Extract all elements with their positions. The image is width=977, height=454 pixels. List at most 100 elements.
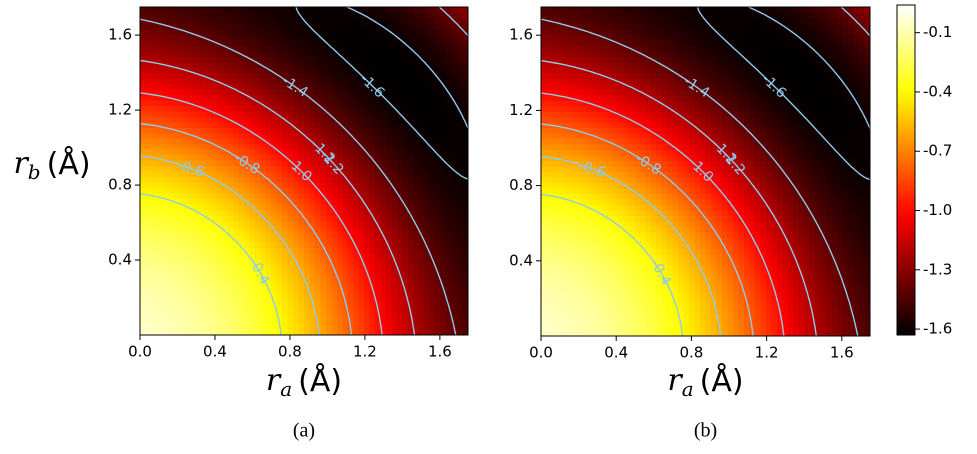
heatmap-cell: [249, 138, 255, 144]
heatmap-cell: [162, 280, 168, 286]
heatmap-cell: [590, 226, 596, 232]
heatmap-cell: [441, 269, 447, 275]
heatmap-cell: [441, 313, 447, 319]
heatmap-cell: [315, 67, 321, 73]
heatmap-cell: [189, 313, 195, 319]
heatmap-cell: [156, 100, 162, 106]
heatmap-cell: [315, 18, 321, 24]
heatmap-cell: [255, 215, 261, 221]
heatmap-cell: [195, 89, 201, 95]
heatmap-cell: [211, 105, 217, 111]
heatmap-cell: [299, 40, 305, 46]
heatmap-cell: [189, 297, 195, 303]
heatmap-cell: [607, 303, 613, 309]
heatmap-cell: [408, 73, 414, 79]
heatmap-cell: [397, 73, 403, 79]
heatmap-cell: [299, 193, 305, 199]
heatmap-cell: [288, 286, 294, 292]
heatmap-cell: [424, 198, 430, 204]
heatmap-cell: [391, 275, 397, 281]
heatmap-cell: [629, 314, 635, 320]
heatmap-cell: [167, 248, 173, 254]
heatmap-cell: [452, 12, 458, 18]
heatmap-cell: [309, 280, 315, 286]
heatmap-cell: [222, 253, 228, 259]
heatmap-cell: [288, 182, 294, 188]
heatmap-cell: [574, 320, 580, 326]
heatmap-cell: [596, 139, 602, 145]
heatmap-cell: [457, 302, 463, 308]
heatmap-cell: [574, 56, 580, 62]
heatmap-cell: [326, 34, 332, 40]
heatmap-cell: [557, 303, 563, 309]
heatmap-cell: [282, 12, 288, 18]
heatmap-cell: [557, 314, 563, 320]
heatmap-cell: [446, 56, 452, 62]
heatmap-cell: [238, 313, 244, 319]
heatmap-cell: [331, 198, 337, 204]
heatmap-cell: [381, 133, 387, 139]
heatmap-cell: [601, 204, 607, 210]
heatmap-cell: [145, 166, 151, 172]
heatmap-cell: [282, 319, 288, 325]
heatmap-cell: [206, 166, 212, 172]
heatmap-cell: [618, 45, 624, 51]
heatmap-cell: [227, 176, 233, 182]
heatmap-cell: [195, 237, 201, 243]
heatmap-cell: [601, 51, 607, 57]
heatmap-cell: [173, 18, 179, 24]
heatmap-cell: [370, 269, 376, 275]
heatmap-cell: [227, 34, 233, 40]
heatmap-cell: [178, 248, 184, 254]
heatmap-cell: [596, 150, 602, 156]
heatmap-cell: [282, 111, 288, 117]
heatmap-cell: [397, 51, 403, 57]
heatmap-cell: [211, 313, 217, 319]
heatmap-cell: [277, 100, 283, 106]
heatmap-cell: [446, 127, 452, 133]
heatmap-cell: [557, 177, 563, 183]
heatmap-cell: [645, 67, 651, 73]
heatmap-cell: [162, 78, 168, 84]
heatmap-cell: [233, 171, 239, 177]
heatmap-cell: [200, 313, 206, 319]
heatmap-cell: [590, 243, 596, 249]
heatmap-cell: [195, 319, 201, 325]
heatmap-cell: [607, 314, 613, 320]
heatmap-cell: [145, 149, 151, 155]
heatmap-cell: [413, 94, 419, 100]
heatmap-cell: [145, 286, 151, 292]
heatmap-cell: [381, 291, 387, 297]
heatmap-cell: [178, 209, 184, 215]
heatmap-cell: [206, 198, 212, 204]
heatmap-cell: [596, 325, 602, 331]
heatmap-cell: [255, 127, 261, 133]
heatmap-cell: [568, 18, 574, 24]
heatmap-cell: [156, 319, 162, 325]
heatmap-cell: [541, 325, 547, 331]
heatmap-cell: [623, 314, 629, 320]
heatmap-cell: [233, 313, 239, 319]
heatmap-cell: [557, 221, 563, 227]
heatmap-cell: [446, 226, 452, 232]
heatmap-cell: [607, 100, 613, 106]
heatmap-cell: [309, 237, 315, 243]
heatmap-cell: [315, 127, 321, 133]
heatmap-cell: [618, 287, 624, 293]
heatmap-cell: [546, 7, 552, 13]
heatmap-cell: [184, 62, 190, 68]
heatmap-cell: [326, 105, 332, 111]
heatmap-cell: [337, 313, 343, 319]
heatmap-cell: [590, 309, 596, 315]
heatmap-cell: [189, 7, 195, 13]
heatmap-cell: [260, 78, 266, 84]
heatmap-cell: [211, 18, 217, 24]
heatmap-cell: [435, 242, 441, 248]
heatmap-cell: [424, 73, 430, 79]
heatmap-cell: [552, 254, 558, 260]
heatmap-cell: [370, 324, 376, 330]
heatmap-cell: [640, 18, 646, 24]
heatmap-cell: [195, 286, 201, 292]
heatmap-cell: [140, 62, 146, 68]
heatmap-cell: [397, 176, 403, 182]
